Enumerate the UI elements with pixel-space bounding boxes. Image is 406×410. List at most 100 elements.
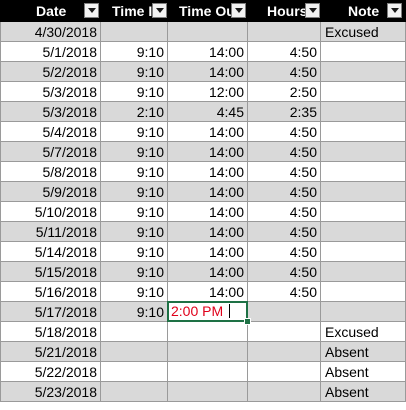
date-cell[interactable]: 5/17/2018 [0,302,101,322]
time-out-cell[interactable] [168,342,248,362]
time-out-cell[interactable]: 14:00 [168,142,248,162]
note-cell[interactable] [321,182,406,202]
hours-cell[interactable]: 4:50 [248,282,321,302]
hours-cell[interactable]: 4:50 [248,62,321,82]
hours-cell[interactable] [248,342,321,362]
time-out-cell[interactable]: 14:00 [168,222,248,242]
time-in-cell[interactable]: 9:10 [101,222,168,242]
time-in-cell[interactable]: 9:10 [101,42,168,62]
header-time-in[interactable]: Time I [101,0,168,22]
note-cell[interactable] [321,242,406,262]
time-out-cell[interactable] [168,22,248,42]
time-out-cell[interactable] [168,322,248,342]
date-cell[interactable]: 5/16/2018 [0,282,101,302]
time-in-cell[interactable]: 9:10 [101,162,168,182]
header-hours[interactable]: Hours [248,0,321,22]
time-out-cell[interactable]: 14:00 [168,42,248,62]
hours-cell[interactable] [248,382,321,402]
hours-cell[interactable] [248,362,321,382]
time-in-cell[interactable]: 9:10 [101,282,168,302]
note-cell[interactable]: Absent [321,342,406,362]
filter-dropdown-icon[interactable] [231,3,246,18]
hours-cell[interactable]: 4:50 [248,202,321,222]
time-in-cell[interactable] [101,342,168,362]
fill-handle[interactable] [244,318,251,325]
time-out-cell[interactable]: 14:00 [168,202,248,222]
hours-cell[interactable]: 4:50 [248,142,321,162]
time-out-cell[interactable]: 12:00 [168,82,248,102]
hours-cell[interactable]: 4:50 [248,262,321,282]
date-cell[interactable]: 5/10/2018 [0,202,101,222]
time-in-cell[interactable]: 9:10 [101,302,168,322]
date-cell[interactable]: 5/9/2018 [0,182,101,202]
note-cell[interactable] [321,282,406,302]
hours-cell[interactable] [248,322,321,342]
time-out-cell[interactable]: 14:00 [168,262,248,282]
date-cell[interactable]: 5/8/2018 [0,162,101,182]
time-in-cell[interactable]: 9:10 [101,262,168,282]
time-in-cell[interactable]: 9:10 [101,122,168,142]
header-note[interactable]: Note [321,0,406,22]
note-cell[interactable] [321,222,406,242]
date-cell[interactable]: 5/15/2018 [0,262,101,282]
time-in-cell[interactable]: 9:10 [101,62,168,82]
time-in-cell[interactable]: 2:10 [101,102,168,122]
note-cell[interactable] [321,162,406,182]
date-cell[interactable]: 5/7/2018 [0,142,101,162]
header-time-out[interactable]: Time Ou [168,0,248,22]
date-cell[interactable]: 5/3/2018 [0,82,101,102]
hours-cell[interactable]: 4:50 [248,182,321,202]
note-cell[interactable] [321,102,406,122]
time-out-cell[interactable] [168,382,248,402]
hours-cell[interactable]: 4:50 [248,242,321,262]
time-in-cell[interactable] [101,22,168,42]
hours-cell[interactable]: 4:50 [248,42,321,62]
editing-cell[interactable]: 2:00 PM [167,301,248,322]
filter-dropdown-icon[interactable] [84,3,99,18]
date-cell[interactable]: 5/23/2018 [0,382,101,402]
hours-cell[interactable]: 2:35 [248,102,321,122]
note-cell[interactable] [321,302,406,322]
note-cell[interactable]: Excused [321,322,406,342]
date-cell[interactable]: 5/21/2018 [0,342,101,362]
time-in-cell[interactable]: 9:10 [101,82,168,102]
date-cell[interactable]: 5/1/2018 [0,42,101,62]
time-out-cell[interactable]: 4:45 [168,102,248,122]
note-cell[interactable]: Absent [321,362,406,382]
filter-dropdown-icon[interactable] [305,3,320,18]
time-out-cell[interactable]: 14:00 [168,162,248,182]
date-cell[interactable]: 5/3/2018 [0,102,101,122]
date-cell[interactable]: 4/30/2018 [0,22,101,42]
note-cell[interactable] [321,62,406,82]
note-cell[interactable] [321,42,406,62]
hours-cell[interactable] [248,302,321,322]
note-cell[interactable] [321,122,406,142]
time-in-cell[interactable]: 9:10 [101,182,168,202]
note-cell[interactable]: Excused [321,22,406,42]
date-cell[interactable]: 5/2/2018 [0,62,101,82]
time-in-cell[interactable]: 9:10 [101,142,168,162]
time-out-cell[interactable] [168,362,248,382]
filter-dropdown-icon[interactable] [152,3,167,18]
date-cell[interactable]: 5/14/2018 [0,242,101,262]
date-cell[interactable]: 5/18/2018 [0,322,101,342]
date-cell[interactable]: 5/11/2018 [0,222,101,242]
hours-cell[interactable]: 4:50 [248,162,321,182]
time-out-cell[interactable]: 14:00 [168,282,248,302]
time-in-cell[interactable]: 9:10 [101,242,168,262]
note-cell[interactable]: Absent [321,382,406,402]
date-cell[interactable]: 5/4/2018 [0,122,101,142]
note-cell[interactable] [321,142,406,162]
time-out-cell[interactable]: 14:00 [168,242,248,262]
time-in-cell[interactable]: 9:10 [101,202,168,222]
date-cell[interactable]: 5/22/2018 [0,362,101,382]
hours-cell[interactable]: 4:50 [248,122,321,142]
note-cell[interactable] [321,202,406,222]
time-in-cell[interactable] [101,382,168,402]
header-date[interactable]: Date [0,0,101,22]
filter-dropdown-icon[interactable] [387,3,402,18]
time-in-cell[interactable] [101,322,168,342]
hours-cell[interactable] [248,22,321,42]
hours-cell[interactable]: 4:50 [248,222,321,242]
time-in-cell[interactable] [101,362,168,382]
